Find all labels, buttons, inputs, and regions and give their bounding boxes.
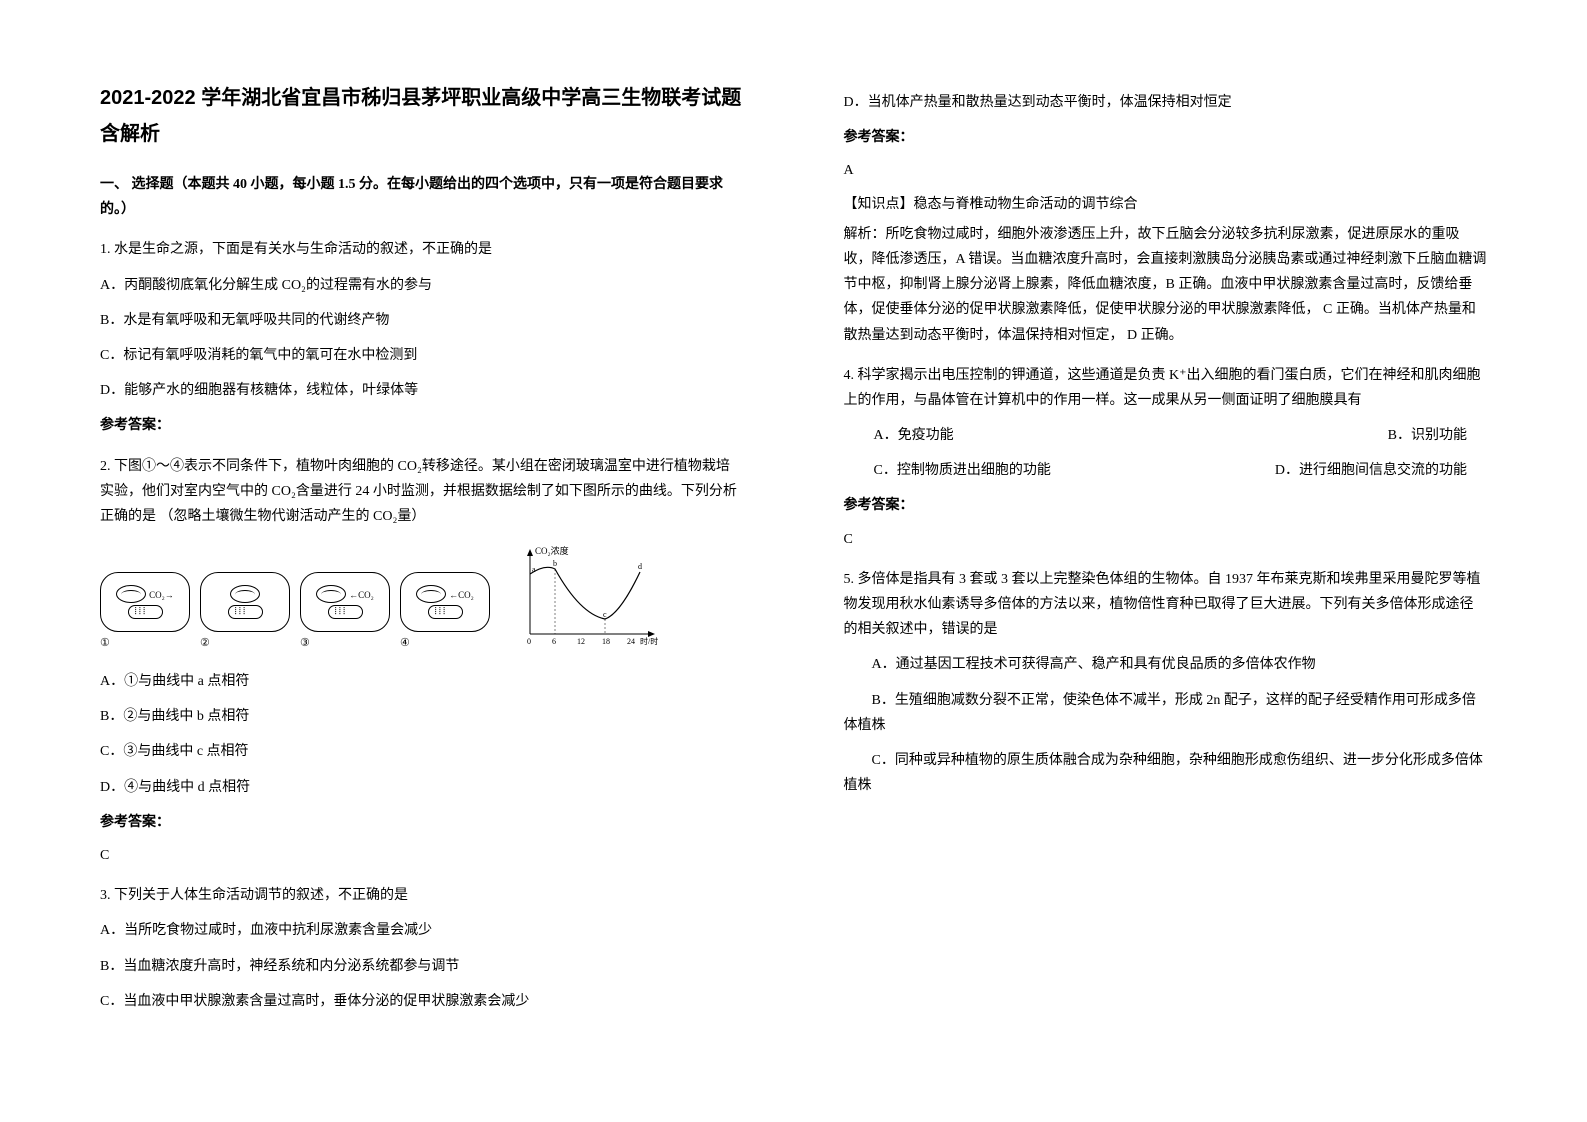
co2-curve-graph: CO₂浓度 a b c d 0 6 12 18 24 时/时	[510, 544, 660, 654]
q4-option-d: D．进行细胞间信息交流的功能	[1275, 458, 1487, 483]
q3-answer-label: 参考答案：	[844, 125, 1488, 150]
q1-stem: 1. 水是生命之源，下面是有关水与生命活动的叙述，不正确的是	[100, 237, 744, 262]
svg-text:0: 0	[527, 637, 531, 646]
diagram-box-1: CO₂ CO₂→ ①	[100, 572, 190, 654]
q5-option-c: C．同种或异种植物的原生质体融合成为杂种细胞，杂种细胞形成愈伤组织、进一步分化形…	[844, 748, 1488, 798]
q3-option-c: C．当血液中甲状腺激素含量过高时，垂体分泌的促甲状腺激素会减少	[100, 989, 744, 1014]
q3-option-b: B．当血糖浓度升高时，神经系统和内分泌系统都参与调节	[100, 954, 744, 979]
chloroplast-icon	[230, 585, 260, 603]
svg-text:24: 24	[627, 637, 635, 646]
paper-title: 2021-2022 学年湖北省宜昌市秭归县茅坪职业高级中学高三生物联考试题含解析	[100, 80, 744, 152]
co2-label-4: CO₂	[25, 0, 42, 2]
q2-option-a: A．①与曲线中 a 点相符	[100, 669, 744, 694]
svg-text:18: 18	[602, 637, 610, 646]
q3-explanation: 解析：所吃食物过咸时，细胞外液渗透压上升，故下丘脑会分泌较多抗利尿激素，促进原尿…	[844, 222, 1488, 348]
q4-stem: 4. 科学家揭示出电压控制的钾通道，这些通道是负责 K⁺出入细胞的看门蛋白质，它…	[844, 363, 1488, 413]
mitochondria-icon	[328, 605, 363, 619]
right-column: D．当机体产热量和散热量达到动态平衡时，体温保持相对恒定 参考答案： A 【知识…	[794, 0, 1587, 1122]
svg-text:b: b	[553, 559, 557, 568]
q4-answer: C	[844, 527, 1488, 552]
q3-option-d: D．当机体产热量和散热量达到动态平衡时，体温保持相对恒定	[844, 90, 1488, 115]
diagram-box-4: CO₂ ←CO₂ ④	[400, 572, 490, 654]
q3-option-a: A．当所吃食物过咸时，血液中抗利尿激素含量会减少	[100, 918, 744, 943]
q1-answer-label: 参考答案：	[100, 413, 744, 438]
mitochondria-icon	[128, 605, 163, 619]
section-heading: 一、 选择题（本题共 40 小题，每小题 1.5 分。在每小题给出的四个选项中，…	[100, 172, 744, 222]
q2-stem: 2. 下图①～④表示不同条件下，植物叶肉细胞的 CO₂转移途径。某小组在密闭玻璃…	[100, 454, 744, 530]
q1-option-d: D．能够产水的细胞器有核糖体，线粒体，叶绿体等	[100, 378, 744, 403]
graph-ylabel: CO₂浓度	[535, 545, 569, 556]
q1-option-a: A．丙酮酸彻底氧化分解生成 CO₂的过程需有水的参与	[100, 273, 744, 298]
svg-text:d: d	[638, 562, 642, 571]
svg-text:a: a	[532, 565, 536, 574]
left-column: 2021-2022 学年湖北省宜昌市秭归县茅坪职业高级中学高三生物联考试题含解析…	[0, 0, 794, 1122]
q4-option-b: B．识别功能	[1388, 423, 1487, 448]
q3-stem: 3. 下列关于人体生命活动调节的叙述，不正确的是	[100, 883, 744, 908]
q2-option-d: D．④与曲线中 d 点相符	[100, 775, 744, 800]
q5-option-b: B．生殖细胞减数分裂不正常，使染色体不减半，形成 2n 配子，这样的配子经受精作…	[844, 688, 1488, 738]
chloroplast-icon	[116, 585, 146, 603]
svg-text:c: c	[603, 610, 607, 619]
svg-text:6: 6	[552, 637, 556, 646]
q2-option-c: C．③与曲线中 c 点相符	[100, 739, 744, 764]
mitochondria-icon	[428, 605, 463, 619]
box-num-1: ①	[100, 634, 190, 654]
q1-option-b: B．水是有氧呼吸和无氧呼吸共同的代谢终产物	[100, 308, 744, 333]
q4-option-c: C．控制物质进出细胞的功能	[874, 458, 1051, 483]
q5-stem: 5. 多倍体是指具有 3 套或 3 套以上完整染色体组的生物体。自 1937 年…	[844, 567, 1488, 643]
diagram-box-3: ←CO₂ ③	[300, 572, 390, 654]
box-num-3: ③	[300, 634, 390, 654]
box-num-4: ④	[400, 634, 490, 654]
chloroplast-icon	[416, 585, 446, 603]
svg-text:12: 12	[577, 637, 585, 646]
q2-answer: C	[100, 843, 744, 868]
q1-option-c: C．标记有氧呼吸消耗的氧气中的氧可在水中检测到	[100, 343, 744, 368]
q5-option-a: A．通过基因工程技术可获得高产、稳产和具有优良品质的多倍体农作物	[844, 652, 1488, 677]
diagram-box-2: CO₂ ②	[200, 572, 290, 654]
box-num-2: ②	[200, 634, 290, 654]
q2-option-b: B．②与曲线中 b 点相符	[100, 704, 744, 729]
q2-diagram: CO₂ CO₂→ ① CO₂ ②	[100, 544, 744, 654]
mitochondria-icon	[228, 605, 263, 619]
q3-answer: A	[844, 158, 1488, 183]
svg-text:时/时: 时/时	[640, 636, 658, 646]
q2-answer-label: 参考答案：	[100, 810, 744, 835]
q4-option-a: A．免疫功能	[874, 423, 954, 448]
q4-answer-label: 参考答案：	[844, 493, 1488, 518]
q3-knowledge: 【知识点】稳态与脊椎动物生命活动的调节综合	[844, 192, 1488, 217]
chloroplast-icon	[316, 585, 346, 603]
